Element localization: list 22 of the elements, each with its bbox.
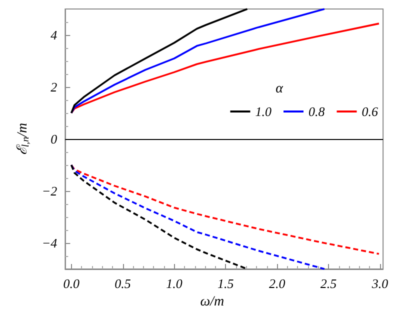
line-series — [70, 8, 248, 114]
x-tick-label: 2.0 — [268, 276, 286, 291]
x-tick-label: 1.5 — [218, 276, 234, 291]
x-tick-label: 0.0 — [63, 276, 80, 291]
x-tick-label: 3.0 — [370, 276, 389, 291]
x-axis-title: ω/m — [200, 294, 224, 310]
y-axis-title: ℰl,n/m — [16, 122, 32, 156]
line-series — [70, 164, 380, 255]
y-tick-label: 0 — [50, 132, 58, 146]
x-tick-label: 0.5 — [114, 276, 132, 291]
y-tick-label: 4 — [50, 28, 58, 42]
line-series — [70, 164, 248, 270]
line-series — [70, 164, 326, 270]
y-tick-label: −4 — [42, 236, 58, 250]
legend-label: 0.8 — [308, 104, 326, 119]
y-tick-label: 2 — [50, 80, 58, 94]
legend-title: α — [276, 82, 284, 96]
legend-label: 0.6 — [362, 104, 378, 119]
x-tick-label: 2.5 — [320, 276, 338, 291]
y-tick-label: −2 — [42, 184, 58, 198]
legend-label: 1.0 — [255, 104, 272, 119]
x-tick-label: 1.0 — [166, 276, 183, 291]
